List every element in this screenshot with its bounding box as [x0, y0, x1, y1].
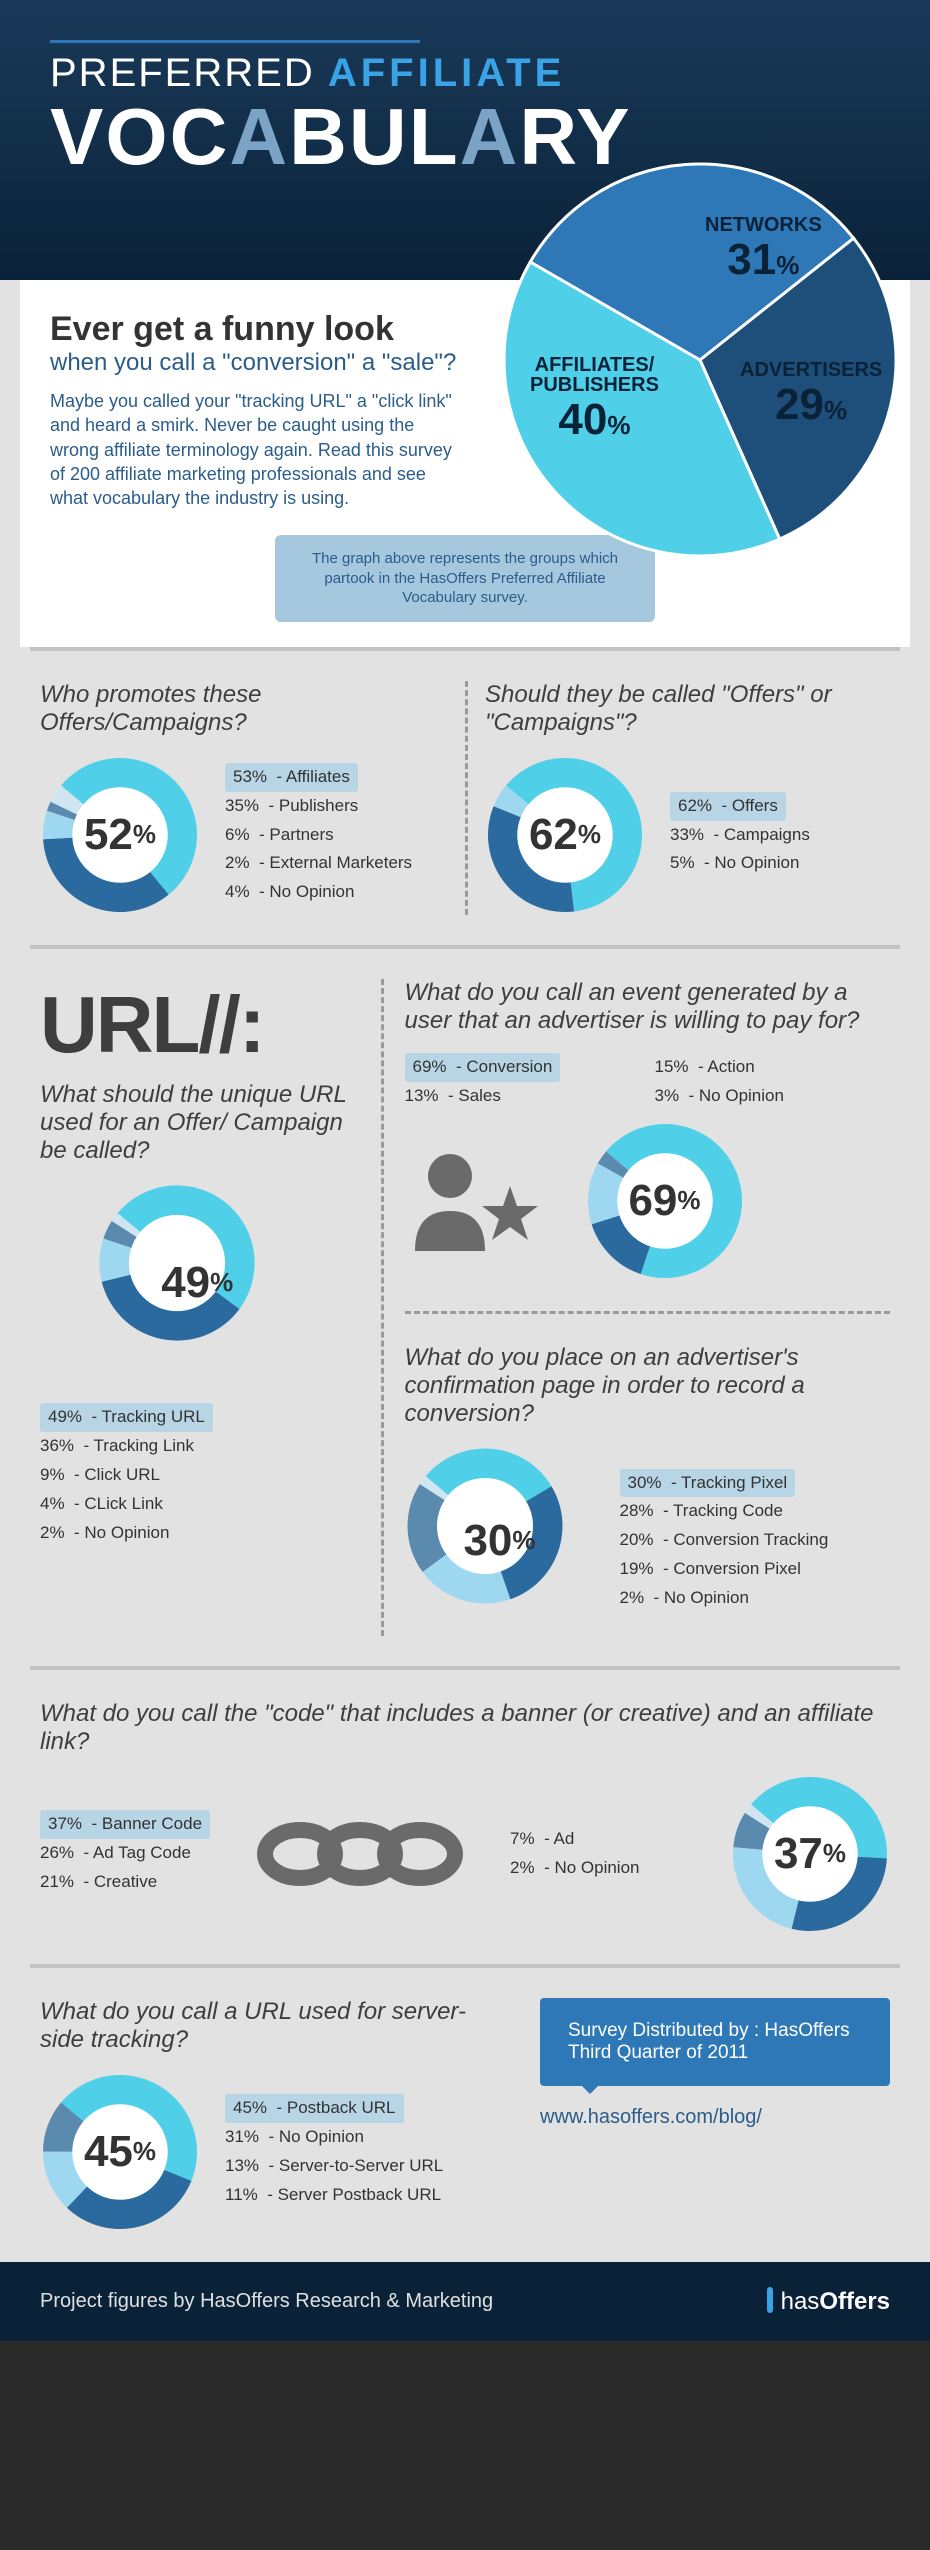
q6-pie: 37% [730, 1774, 890, 1934]
q4-legend: 69% - Conversion15% - Action13% - Sales3… [405, 1053, 891, 1111]
q7-pie: 45% [40, 2072, 200, 2232]
q7-title: What do you call a URL used for server-s… [40, 1998, 500, 2054]
infographic-root: PREFERRED AFFILIATE VOCABULARY NETWORKS3… [0, 0, 930, 2341]
q2-pie: 62% [485, 755, 645, 915]
intro-body: Maybe you called your "tracking URL" a "… [50, 389, 460, 510]
q4-pie: 69% [585, 1121, 745, 1281]
section-q6: What do you call the "code" that include… [0, 1670, 930, 1964]
footer-credit: Project figures by HasOffers Research & … [40, 2290, 493, 2313]
chain-link-icon [250, 1809, 470, 1899]
blog-url: www.hasoffers.com/blog/ [540, 2106, 890, 2129]
q7-legend: 45% - Postback URL31% - No Opinion13% - … [225, 2094, 443, 2210]
q6-title: What do you call the "code" that include… [40, 1700, 890, 1756]
q1-pie: 52% [40, 755, 200, 915]
footer-logo: hasOffers [767, 2287, 890, 2316]
q3-legend: 49% - Tracking URL36% - Tracking Link9% … [40, 1403, 355, 1547]
q1-legend: 53% - Affiliates35% - Publishers6% - Par… [225, 763, 412, 907]
quote-line1: Survey Distributed by : HasOffers [568, 2020, 862, 2042]
q5-legend: 30% - Tracking Pixel28% - Tracking Code2… [620, 1469, 829, 1613]
header-accent-rule [50, 40, 420, 43]
q6-legend-col1: 37% - Banner Code26% - Ad Tag Code21% - … [40, 1810, 210, 1897]
title-line1: PREFERRED AFFILIATE [50, 51, 880, 96]
quote-line2: Third Quarter of 2011 [568, 2042, 862, 2064]
url-glyph: URL//: [40, 979, 355, 1071]
survey-attribution-box: Survey Distributed by : HasOffers Third … [540, 1998, 890, 2086]
q2-legend: 62% - Offers33% - Campaigns5% - No Opini… [670, 792, 810, 879]
q5-pie: 30% [405, 1446, 595, 1636]
q1-title: Who promotes these Offers/Campaigns? [40, 681, 445, 737]
q2-title: Should they be called "Offers" or "Campa… [485, 681, 890, 737]
footer: Project figures by HasOffers Research & … [0, 2262, 930, 2341]
q4-title: What do you call an event generated by a… [405, 979, 891, 1035]
q6-legend-col2: 7% - Ad2% - No Opinion [510, 1825, 639, 1883]
q3-title: What should the unique URL used for an O… [40, 1081, 355, 1165]
q3-pie: 49% [97, 1183, 297, 1383]
q5-title: What do you place on an advertiser's con… [405, 1344, 891, 1428]
main-pie-chart: NETWORKS31%ADVERTISERS29%AFFILIATES/ PUB… [500, 160, 900, 560]
user-star-icon [405, 1141, 555, 1261]
section-q1-q2: Who promotes these Offers/Campaigns? 52%… [0, 651, 930, 945]
section-q7: What do you call a URL used for server-s… [0, 1968, 930, 2262]
section-url: URL//: What should the unique URL used f… [0, 949, 930, 1666]
